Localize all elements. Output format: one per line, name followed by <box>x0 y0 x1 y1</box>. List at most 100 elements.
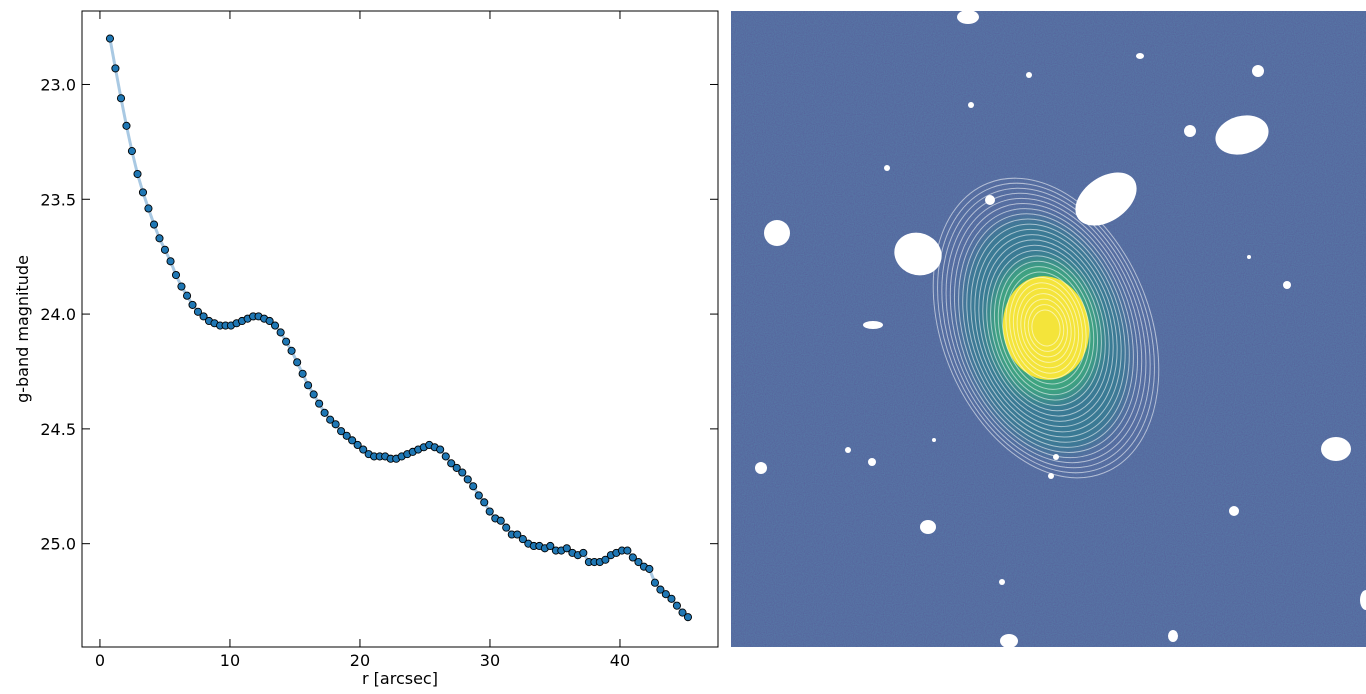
data-point <box>513 530 522 539</box>
isophote <box>1016 287 1076 369</box>
data-point <box>276 328 285 337</box>
data-point <box>628 553 637 562</box>
x-tick-label: 10 <box>220 651 240 670</box>
data-point <box>656 585 665 594</box>
data-point <box>331 420 340 429</box>
data-point <box>359 445 368 454</box>
isophotes <box>932 177 1160 479</box>
data-point <box>188 300 197 309</box>
data-point <box>518 535 527 544</box>
data-point <box>469 482 478 491</box>
isophote <box>997 260 1095 396</box>
data-point <box>171 270 181 280</box>
data-point <box>562 544 571 553</box>
isophote <box>1027 304 1065 352</box>
y-tick-label: 23.5 <box>40 190 76 209</box>
data-point <box>546 541 555 551</box>
galaxy-core <box>1002 276 1090 380</box>
data-point <box>315 399 324 408</box>
data-point <box>650 578 659 587</box>
y-tick-label: 24.0 <box>40 305 76 324</box>
data-point <box>282 337 291 346</box>
y-axis-label: g-band magnitude <box>13 255 32 403</box>
galaxy-image <box>731 11 1366 647</box>
data-point <box>678 608 687 617</box>
data-point <box>458 468 467 477</box>
data-point <box>122 121 131 130</box>
data-point <box>199 312 208 321</box>
x-tick-label: 40 <box>610 651 630 670</box>
isophote <box>993 255 1099 401</box>
data-point <box>463 475 472 484</box>
data-point <box>105 34 115 43</box>
data-point <box>667 594 676 603</box>
data-point <box>177 282 186 291</box>
data-point <box>265 316 274 326</box>
data-point <box>436 445 445 454</box>
x-tick-label: 30 <box>480 651 500 670</box>
y-tick-label: 23.0 <box>40 75 76 94</box>
isophote <box>1024 298 1068 358</box>
y-tick-label: 24.5 <box>40 420 76 439</box>
data-point <box>111 64 120 73</box>
isophote <box>978 234 1114 422</box>
isophote <box>937 182 1155 474</box>
y-tick-label: 25.0 <box>40 535 76 554</box>
plot-frame <box>81 10 719 648</box>
isophote <box>1001 266 1091 390</box>
isophote <box>982 239 1110 417</box>
data-point <box>309 390 318 399</box>
masked-stars <box>755 11 1366 647</box>
data-point <box>480 498 489 507</box>
isophote <box>932 177 1160 479</box>
data-point <box>337 427 346 436</box>
data-point <box>502 523 511 532</box>
data-point <box>645 564 654 573</box>
x-tick-label: 0 <box>95 651 105 670</box>
data-point <box>127 147 136 156</box>
isophote <box>1005 271 1087 385</box>
isophote <box>990 250 1102 406</box>
data-point <box>326 415 335 424</box>
data-point <box>353 440 362 449</box>
data-point <box>661 590 670 599</box>
data-point <box>623 546 632 555</box>
data-point <box>138 188 148 197</box>
data-point <box>160 245 169 254</box>
data-point <box>298 369 307 378</box>
data-point <box>485 507 494 516</box>
isophote <box>945 192 1147 464</box>
data-point <box>579 548 588 557</box>
data-point <box>144 204 153 213</box>
data-point <box>182 291 192 300</box>
isophote <box>986 244 1106 412</box>
isophote <box>966 218 1126 438</box>
isophote <box>1009 276 1083 380</box>
data-point <box>634 557 643 567</box>
data-point <box>304 381 313 390</box>
data-point <box>133 169 142 179</box>
data-point <box>166 257 175 266</box>
isophote <box>958 208 1134 448</box>
data-point <box>149 220 159 229</box>
x-tick-label: 20 <box>350 651 370 670</box>
data-point <box>601 555 610 564</box>
data-point <box>683 613 693 622</box>
data-point <box>474 491 483 500</box>
data-point <box>342 431 351 440</box>
isophote <box>974 228 1118 428</box>
x-axis-label: r [arcsec] <box>362 669 438 688</box>
data-point <box>116 94 126 103</box>
data-point <box>452 463 461 472</box>
isophote <box>949 197 1143 459</box>
data-point <box>271 321 280 330</box>
isophote <box>962 213 1130 443</box>
profile-line <box>108 38 689 619</box>
data-point <box>193 307 203 316</box>
data-point <box>155 234 164 243</box>
isophote <box>941 187 1151 469</box>
isophote <box>953 202 1139 454</box>
data-point <box>320 408 329 417</box>
